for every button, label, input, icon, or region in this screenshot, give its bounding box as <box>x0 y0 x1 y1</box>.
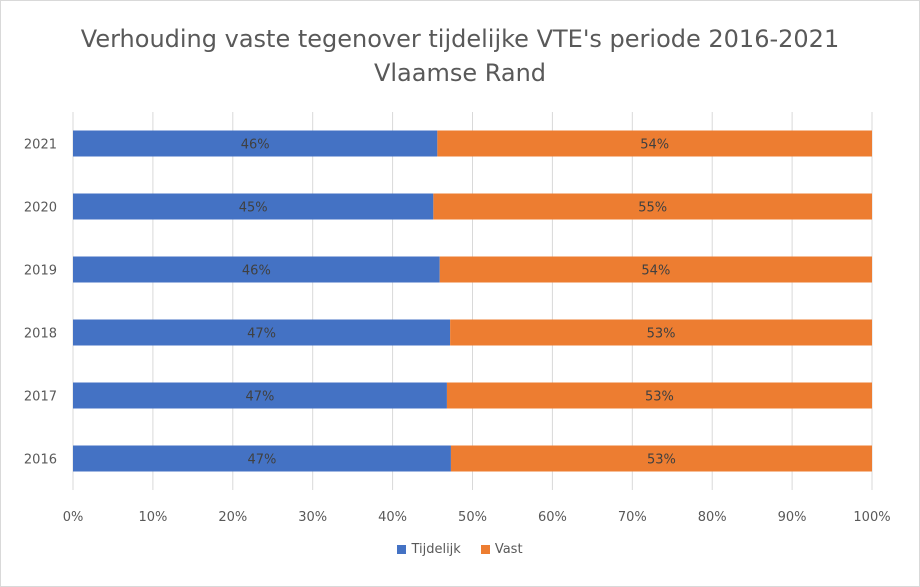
data-label: 54% <box>640 138 669 153</box>
bar-tijdelijk-2020 <box>73 193 434 220</box>
bar-vast-2018 <box>450 319 872 346</box>
legend-label-tijdelijk: Tijdelijk <box>411 542 461 557</box>
data-label: 46% <box>241 138 270 153</box>
y-tick-label: 2020 <box>24 201 57 216</box>
data-label: 54% <box>641 264 670 279</box>
data-label: 47% <box>247 327 276 342</box>
legend-item-vast[interactable]: Vast <box>480 542 523 557</box>
chart-title: Verhouding vaste tegenover tijdelijke VT… <box>0 22 920 90</box>
x-tick-label: 50% <box>458 510 487 525</box>
data-label: 45% <box>239 201 268 216</box>
chart-title-line-1: Verhouding vaste tegenover tijdelijke VT… <box>80 25 840 53</box>
legend-label-vast: Vast <box>494 542 523 557</box>
data-label: 53% <box>645 390 674 405</box>
bar-vast-2021 <box>437 130 872 157</box>
x-tick-label: 60% <box>538 510 567 525</box>
legend-swatch-vast <box>480 545 490 554</box>
x-tick-label: 20% <box>218 510 247 525</box>
bar-tijdelijk-2016 <box>73 445 451 472</box>
y-tick-label: 2018 <box>24 327 57 342</box>
bar-tijdelijk-2021 <box>73 130 438 157</box>
bar-vast-2016 <box>450 445 872 472</box>
y-tick-label: 2019 <box>24 264 57 279</box>
y-tick-label: 2017 <box>24 390 57 405</box>
legend-item-tijdelijk[interactable]: Tijdelijk <box>397 542 461 557</box>
legend: Tijdelijk Vast <box>0 542 920 557</box>
bar-tijdelijk-2019 <box>73 256 440 283</box>
x-tick-label: 100% <box>853 510 890 525</box>
legend-swatch-tijdelijk <box>397 545 407 554</box>
data-label: 55% <box>638 201 667 216</box>
x-tick-label: 90% <box>778 510 807 525</box>
x-tick-label: 80% <box>698 510 727 525</box>
bar-tijdelijk-2017 <box>73 382 447 409</box>
x-tick-label: 0% <box>63 510 84 525</box>
data-label: 46% <box>242 264 271 279</box>
data-label: 53% <box>647 327 676 342</box>
bar-vast-2020 <box>433 193 872 220</box>
x-tick-label: 10% <box>138 510 167 525</box>
y-tick-label: 2021 <box>24 138 57 153</box>
chart-title-line-2: Vlaamse Rand <box>373 59 547 87</box>
x-tick-label: 30% <box>298 510 327 525</box>
x-tick-label: 40% <box>378 510 407 525</box>
data-label: 53% <box>647 453 676 468</box>
bar-vast-2019 <box>439 256 872 283</box>
bar-vast-2017 <box>446 382 872 409</box>
data-label: 47% <box>248 453 277 468</box>
x-tick-label: 70% <box>618 510 647 525</box>
data-label: 47% <box>246 390 275 405</box>
y-tick-label: 2016 <box>24 453 57 468</box>
bar-tijdelijk-2018 <box>73 319 451 346</box>
